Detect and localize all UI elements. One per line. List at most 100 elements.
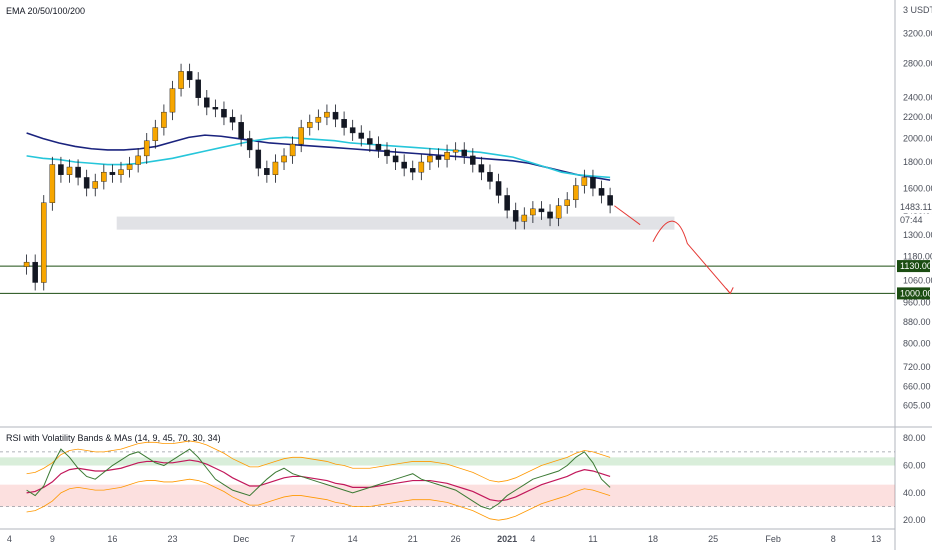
projection-layer[interactable] <box>614 205 734 295</box>
level-1000-badge <box>897 287 930 300</box>
candle-16 <box>161 104 167 136</box>
time-tick-7: 21 <box>408 534 418 544</box>
price-tick-8: 1300.00 <box>903 230 932 240</box>
price-tick-3: 800.00 <box>903 338 931 348</box>
candle-65 <box>581 169 588 194</box>
candle-45 <box>409 160 416 181</box>
time-tick-14: Feb <box>765 534 781 544</box>
current-price-box <box>897 201 932 213</box>
candle-6 <box>75 159 81 186</box>
horizontal-levels-layer[interactable] <box>0 265 895 294</box>
candle-54 <box>487 164 493 190</box>
candle-3 <box>49 156 56 211</box>
bar-countdown-label: 07:44 <box>900 215 923 225</box>
projection-arrow-2[interactable] <box>652 220 731 294</box>
time-tick-16: 13 <box>871 534 881 544</box>
rsi-tick-0: 20.00 <box>903 515 926 525</box>
price-tick-16: 3200.00 <box>903 28 932 38</box>
candle-52 <box>470 148 476 173</box>
price-tick-14: 2400.00 <box>903 93 932 103</box>
price-tick-11: 1800.00 <box>903 157 932 167</box>
candle-28 <box>264 160 270 183</box>
candle-24 <box>229 109 236 131</box>
ema-lines-layer <box>26 132 611 181</box>
projection-arrow-1[interactable] <box>614 205 641 226</box>
candle-8 <box>92 173 99 197</box>
ema-100-line <box>26 136 611 179</box>
time-tick-3: 23 <box>167 534 177 544</box>
candle-11 <box>118 161 124 183</box>
price-tick-12: 2000.00 <box>903 133 932 143</box>
candle-56 <box>504 187 510 219</box>
time-tick-9: 2021 <box>497 534 517 544</box>
time-tick-0: 4 <box>7 534 12 544</box>
candle-9 <box>101 164 107 190</box>
candle-41 <box>375 136 382 158</box>
main-indicator-title[interactable]: EMA 20/50/100/200 <box>6 6 85 16</box>
candle-1 <box>32 254 38 291</box>
price-tick-15: 2800.00 <box>903 58 932 68</box>
candle-19 <box>186 63 193 88</box>
price-unit-label[interactable]: 3 USDT <box>903 5 932 15</box>
candle-58 <box>521 207 528 230</box>
candle-63 <box>564 192 570 214</box>
candle-30 <box>281 148 287 170</box>
candle-50 <box>452 142 459 161</box>
candle-35 <box>324 104 330 126</box>
candle-61 <box>547 204 553 227</box>
candle-15 <box>152 119 159 149</box>
candle-36 <box>332 104 339 128</box>
rsi-panel-layer <box>0 440 895 521</box>
rsi-lower-band <box>26 478 611 521</box>
time-tick-8: 26 <box>451 534 461 544</box>
price-tick-2: 720.00 <box>903 362 931 372</box>
time-tick-6: 14 <box>348 534 358 544</box>
candle-17 <box>169 80 176 121</box>
candle-66 <box>590 169 596 197</box>
candle-64 <box>573 177 579 208</box>
rsi-axis-ticks: 20.00 40.00 60.00 80.00 <box>903 433 926 525</box>
candle-14 <box>143 133 150 164</box>
rsi-oversold-zone <box>0 484 895 507</box>
time-axis-ticks[interactable]: 4 9 16 23 Dec 7 14 21 26 2021 4 11 18 25 Feb 8 13 <box>7 534 881 544</box>
rsi-upper-band <box>26 440 611 483</box>
rsi-ma-line <box>26 459 611 502</box>
main-panel[interactable] <box>0 0 895 427</box>
time-tick-13: 25 <box>708 534 718 544</box>
candle-23 <box>221 101 227 126</box>
level-1130-label: 1130.00 <box>900 261 932 271</box>
candle-43 <box>392 148 399 170</box>
projection-arrowhead <box>725 287 734 295</box>
support-zone-layer <box>116 216 675 230</box>
rsi-tick-1: 40.00 <box>903 488 926 498</box>
price-tick-0: 605.00 <box>903 401 931 411</box>
candle-46 <box>418 154 425 181</box>
rsi-line <box>26 448 611 510</box>
ema-200-line <box>26 132 611 181</box>
price-tick-13: 2200.00 <box>903 112 932 122</box>
candle-13 <box>135 148 141 173</box>
candle-25 <box>238 114 244 147</box>
candle-51 <box>461 142 468 164</box>
candlestick-layer <box>23 63 613 291</box>
support-zone[interactable] <box>116 216 675 230</box>
rsi-overbought-zone <box>0 457 895 466</box>
candle-5 <box>66 159 73 183</box>
time-tick-15: 8 <box>831 534 836 544</box>
candle-67 <box>598 180 605 204</box>
candle-2 <box>40 195 47 291</box>
candle-33 <box>306 114 313 136</box>
candle-4 <box>58 156 64 183</box>
candle-37 <box>341 111 347 136</box>
price-tick-6: 1060.00 <box>903 275 932 285</box>
candle-60 <box>538 201 545 220</box>
price-tick-10: 1600.00 <box>903 183 932 193</box>
rsi-indicator-title[interactable]: RSI with Volatility Bands & MAs (14, 9, … <box>6 433 221 443</box>
candle-32 <box>298 119 304 153</box>
candle-59 <box>530 201 536 223</box>
time-tick-1: 9 <box>50 534 55 544</box>
candle-0 <box>23 254 30 275</box>
time-tick-11: 11 <box>588 534 597 544</box>
candle-10 <box>109 164 116 183</box>
